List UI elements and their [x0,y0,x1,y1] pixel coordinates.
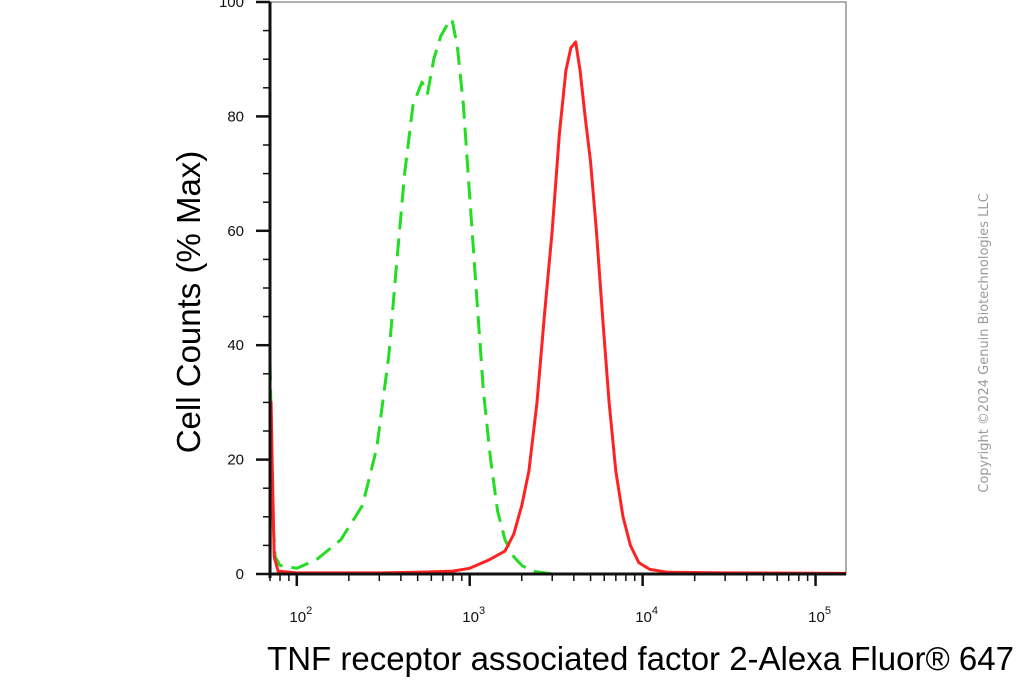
plot-frame [269,1,847,575]
plot-border [269,1,847,575]
y-tick-label: 40 [227,337,244,354]
x-tick-exponent: 3 [479,605,485,617]
x-tick-base: 10 [462,609,479,626]
y-tick-label: 80 [227,108,244,125]
x-tick-label: 104 [635,605,658,626]
x-tick-exponent: 4 [652,605,658,617]
x-tick-base: 10 [808,609,825,626]
x-tick-label: 103 [462,605,485,626]
x-tick-label: 105 [808,605,831,626]
series-red-solid-line [268,40,847,575]
y-tick-label: 20 [227,452,244,469]
y-tick-label: 0 [236,566,244,583]
x-axis: 102 103 104 105 [269,572,846,626]
x-tick-label: 102 [289,605,312,626]
series-layer [268,17,847,576]
x-axis-title: TNF receptor associated factor 2-Alexa F… [267,640,1014,677]
x-tick-base: 10 [289,609,306,626]
y-axis: 0 20 40 60 80 100 [219,0,272,583]
y-axis-title: Cell Counts (% Max) [170,151,207,454]
x-tick-exponent: 2 [306,605,312,617]
copyright-watermark: Copyright ©2024 Genuin Biotechnologies L… [977,193,992,492]
y-tick-label: 100 [219,0,244,11]
series-green-dashed-line [268,17,846,576]
x-tick-exponent: 5 [825,605,831,617]
x-tick-base: 10 [635,609,652,626]
y-tick-label: 60 [227,223,244,240]
